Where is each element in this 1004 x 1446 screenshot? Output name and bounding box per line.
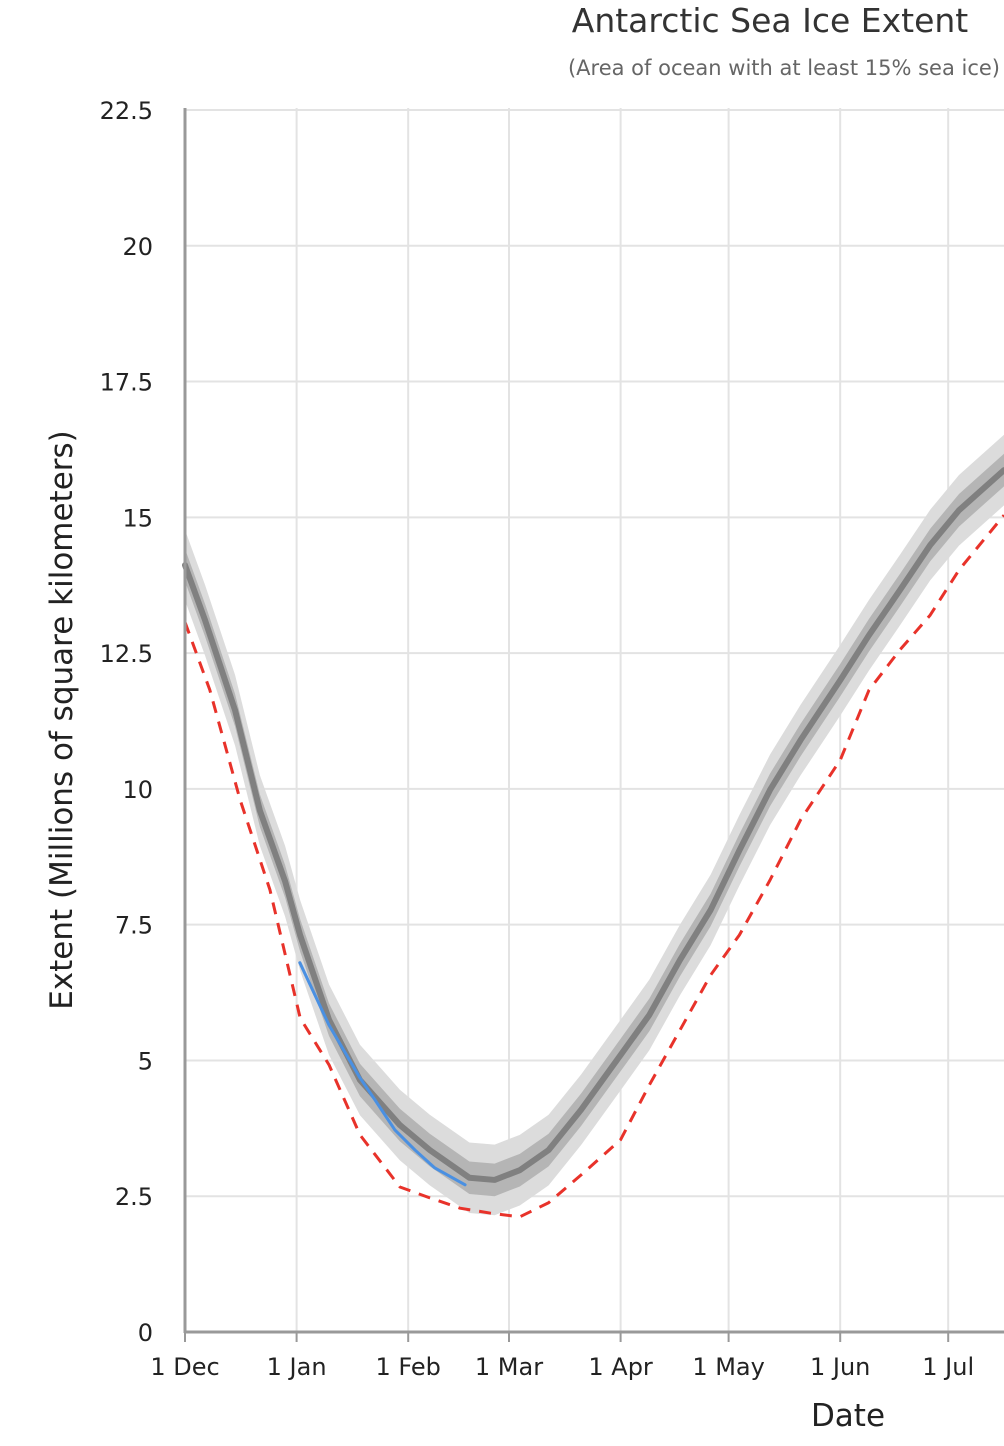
y-tick-label: 2.5 <box>115 1183 153 1211</box>
interdecile-range-band <box>185 434 1004 1216</box>
interquartile-range-band <box>185 453 1004 1197</box>
y-tick-label: 17.5 <box>100 369 153 397</box>
x-tick-labels: 1 Dec 1 Jan 1 Feb 1 Mar 1 Apr 1 May 1 Jun 1 Jul <box>150 1353 974 1381</box>
y-tick-labels: 0 2.5 5 7.5 10 12.5 15 17.5 20 22.5 <box>100 97 153 1347</box>
y-tick-label: 12.5 <box>100 640 153 668</box>
y-tick-label: 7.5 <box>115 912 153 940</box>
series-line-median <box>182 467 1004 1183</box>
x-tick-label: 1 Jun <box>810 1353 870 1381</box>
series-line-current-year <box>298 961 467 1187</box>
y-tick-label: 22.5 <box>100 97 153 125</box>
grid <box>184 108 1004 1342</box>
x-tick-label: 1 Apr <box>588 1353 653 1381</box>
x-tick-label: 1 May <box>692 1353 765 1381</box>
x-tick-label: 1 Jan <box>267 1353 327 1381</box>
x-tick-label: 1 Dec <box>150 1353 219 1381</box>
x-tick-label: 1 Jul <box>922 1353 974 1381</box>
x-tick-label: 1 Feb <box>376 1353 441 1381</box>
y-tick-label: 15 <box>122 504 153 532</box>
series-line-record-low <box>183 514 1004 1219</box>
x-tick-label: 1 Mar <box>475 1353 543 1381</box>
y-tick-label: 0 <box>138 1319 153 1347</box>
chart-title: Antarctic Sea Ice Extent <box>572 1 969 40</box>
y-tick-label: 10 <box>122 776 153 804</box>
y-axis-title: Extent (Millions of square kilometers) <box>44 430 80 1010</box>
range-bands <box>185 434 1004 1216</box>
x-axis-title: Date <box>811 1398 885 1434</box>
chart-subtitle: (Area of ocean with at least 15% sea ice… <box>568 56 1000 80</box>
y-tick-label: 20 <box>122 233 153 261</box>
series-lines <box>182 467 1004 1219</box>
y-tick-label: 5 <box>138 1047 153 1075</box>
